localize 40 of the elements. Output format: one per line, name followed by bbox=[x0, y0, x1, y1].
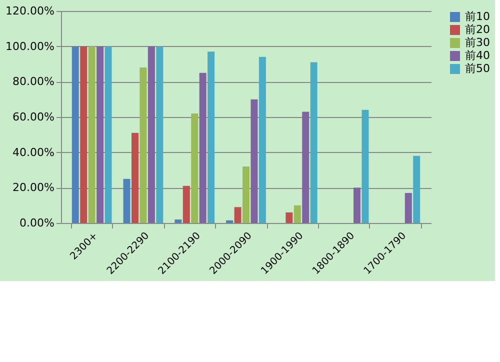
bar bbox=[354, 188, 360, 223]
bar bbox=[80, 46, 88, 223]
legend-label: 前30 bbox=[465, 36, 490, 49]
bar bbox=[156, 46, 164, 223]
bar bbox=[148, 46, 155, 223]
y-tick-label: 100.00% bbox=[6, 40, 54, 53]
bar bbox=[88, 46, 96, 223]
bar bbox=[226, 220, 234, 223]
bar bbox=[286, 212, 293, 223]
bar bbox=[242, 166, 250, 223]
bar bbox=[182, 186, 190, 223]
bar bbox=[310, 62, 318, 223]
bar bbox=[234, 207, 242, 223]
y-tick-label: 0.00% bbox=[20, 216, 54, 230]
bar bbox=[123, 178, 130, 223]
legend-label: 前20 bbox=[465, 23, 490, 36]
legend-label: 前10 bbox=[465, 10, 490, 23]
legend-label: 前50 bbox=[465, 62, 490, 75]
y-tick-label: 120.00% bbox=[6, 4, 54, 18]
bar bbox=[140, 68, 147, 223]
y-tick-label: 20.00% bbox=[12, 181, 54, 194]
bar bbox=[104, 46, 112, 223]
bar bbox=[258, 56, 266, 223]
bar bbox=[199, 72, 206, 223]
legend-label: 前40 bbox=[465, 49, 490, 62]
bar bbox=[174, 219, 182, 223]
bar bbox=[208, 52, 215, 223]
y-tick-label: 60.00% bbox=[12, 110, 54, 124]
bar bbox=[132, 132, 138, 223]
bar bbox=[302, 112, 310, 223]
bar bbox=[413, 156, 420, 223]
bar bbox=[362, 110, 369, 223]
bar bbox=[191, 113, 198, 223]
bar bbox=[404, 192, 412, 223]
bar bbox=[294, 205, 301, 223]
bar bbox=[72, 46, 79, 223]
bar bbox=[96, 46, 104, 223]
y-tick-label: 80.00% bbox=[12, 75, 54, 88]
bar bbox=[250, 99, 258, 223]
y-tick-label: 40.00% bbox=[12, 146, 54, 159]
